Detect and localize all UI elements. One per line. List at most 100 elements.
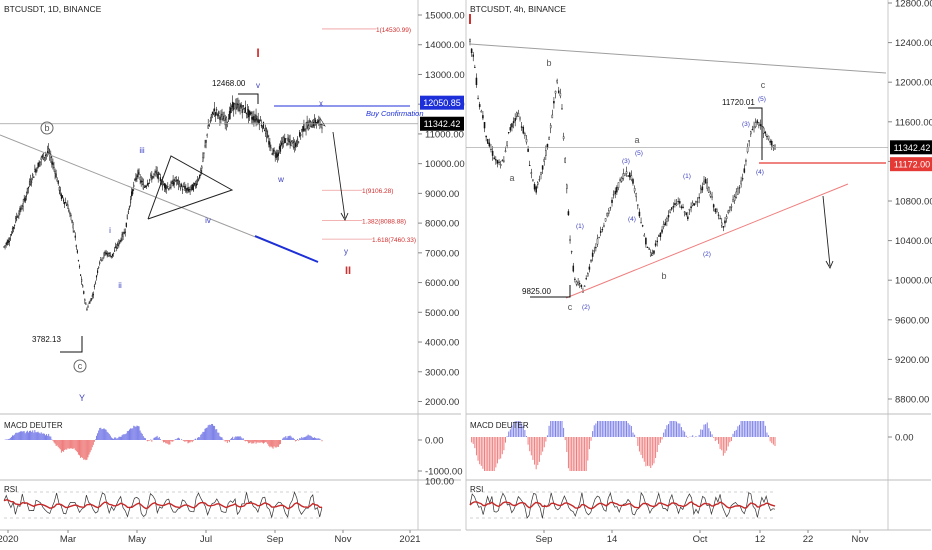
candle-body: [305, 128, 307, 130]
wave-label: c: [761, 80, 766, 90]
candle-body: [277, 152, 279, 156]
candle-body: [537, 182, 539, 185]
candle-body: [51, 161, 53, 165]
candle-body: [567, 211, 570, 216]
candle-body: [265, 127, 267, 134]
candle-body: [551, 114, 554, 119]
y-tick-label: 10000.00: [895, 276, 932, 287]
candle-body: [165, 184, 167, 190]
candle-body: [187, 187, 189, 192]
candle-body: [724, 220, 726, 224]
candle-body: [236, 103, 238, 109]
candle-body: [214, 108, 216, 112]
candle-body: [278, 146, 281, 150]
candle-body: [767, 135, 770, 140]
candle-body: [174, 177, 176, 182]
candle-body: [91, 295, 93, 297]
candle-body: [741, 178, 744, 180]
candle-body: [243, 108, 245, 113]
candle-body: [619, 179, 621, 181]
macd-histogram: [471, 421, 776, 471]
candle-body: [121, 234, 123, 241]
candle-body: [688, 208, 691, 211]
subwave-label: (1): [683, 173, 691, 180]
candle-body: [527, 148, 529, 152]
support-trendline: [565, 183, 849, 299]
candle-body: [535, 186, 537, 193]
candle-body: [289, 139, 291, 143]
candle-body: [614, 190, 617, 195]
candle-body: [746, 147, 749, 153]
candle-body: [161, 180, 164, 187]
candle-body: [141, 181, 143, 183]
candle-body: [267, 135, 269, 138]
candle-body: [209, 120, 211, 123]
candle-body: [712, 204, 715, 208]
candle-body: [218, 111, 220, 115]
candle-body: [548, 137, 550, 140]
x-tick-label: 2020: [0, 534, 19, 545]
wave-label-circle: [40, 121, 54, 135]
candle-body: [599, 230, 602, 233]
x-tick-label: May: [128, 534, 146, 545]
candle-body: [295, 140, 298, 146]
candle-body: [238, 104, 240, 111]
candle-body: [729, 206, 731, 211]
candle-body: [580, 284, 583, 287]
candle-body: [501, 160, 504, 162]
candle-body: [150, 174, 152, 176]
candle-body: [666, 217, 668, 222]
candle-body: [266, 130, 268, 138]
candle-body: [470, 48, 473, 54]
wave-label: I: [256, 46, 259, 60]
candle-body: [124, 231, 126, 233]
candle-body: [194, 183, 197, 187]
candle-body: [242, 105, 244, 107]
candle-body: [16, 216, 18, 218]
candle-body: [490, 148, 492, 150]
candle-body: [75, 244, 77, 248]
candle-body: [184, 186, 186, 189]
candle-body: [524, 133, 526, 136]
candle-body: [748, 140, 750, 142]
price-marker-label: 11172.00: [894, 160, 930, 170]
candle-body: [583, 285, 586, 287]
candle-body: [645, 237, 647, 245]
x-tick-label: 14: [607, 534, 618, 545]
candle-body: [298, 141, 300, 144]
candle-body: [37, 163, 39, 169]
candle-body: [42, 153, 44, 161]
candle-body: [227, 118, 229, 122]
candle-body: [572, 265, 575, 272]
candle-body: [714, 208, 717, 212]
candle-body: [26, 187, 28, 193]
candle-body: [769, 140, 771, 143]
candle-body: [220, 113, 222, 118]
candle-body: [480, 110, 483, 113]
candle-body: [88, 302, 90, 304]
candle-body: [304, 129, 306, 131]
candle-body: [525, 139, 528, 143]
candle-body: [5, 243, 7, 245]
candle-body: [251, 116, 253, 120]
candle-body: [20, 206, 22, 210]
candle-body: [215, 112, 217, 116]
candle-body: [485, 135, 487, 138]
candle-body: [195, 183, 198, 186]
candle-body: [286, 143, 288, 145]
candle-body: [143, 186, 145, 188]
candle-body: [223, 115, 225, 121]
candle-body: [246, 109, 249, 115]
candle-body: [158, 173, 160, 175]
y-tick-label: 12800.00: [895, 0, 932, 10]
candle-body: [118, 241, 120, 246]
candle-body: [94, 282, 97, 285]
pivot-low-marker: [60, 336, 83, 353]
price-marker-label-bg: [890, 140, 932, 155]
candle-body: [83, 291, 85, 294]
candle-body: [664, 222, 667, 226]
candle-body: [637, 204, 639, 206]
candle-body: [111, 253, 114, 257]
candle-body: [520, 126, 523, 128]
y-tick-label: 12000.00: [895, 78, 932, 89]
